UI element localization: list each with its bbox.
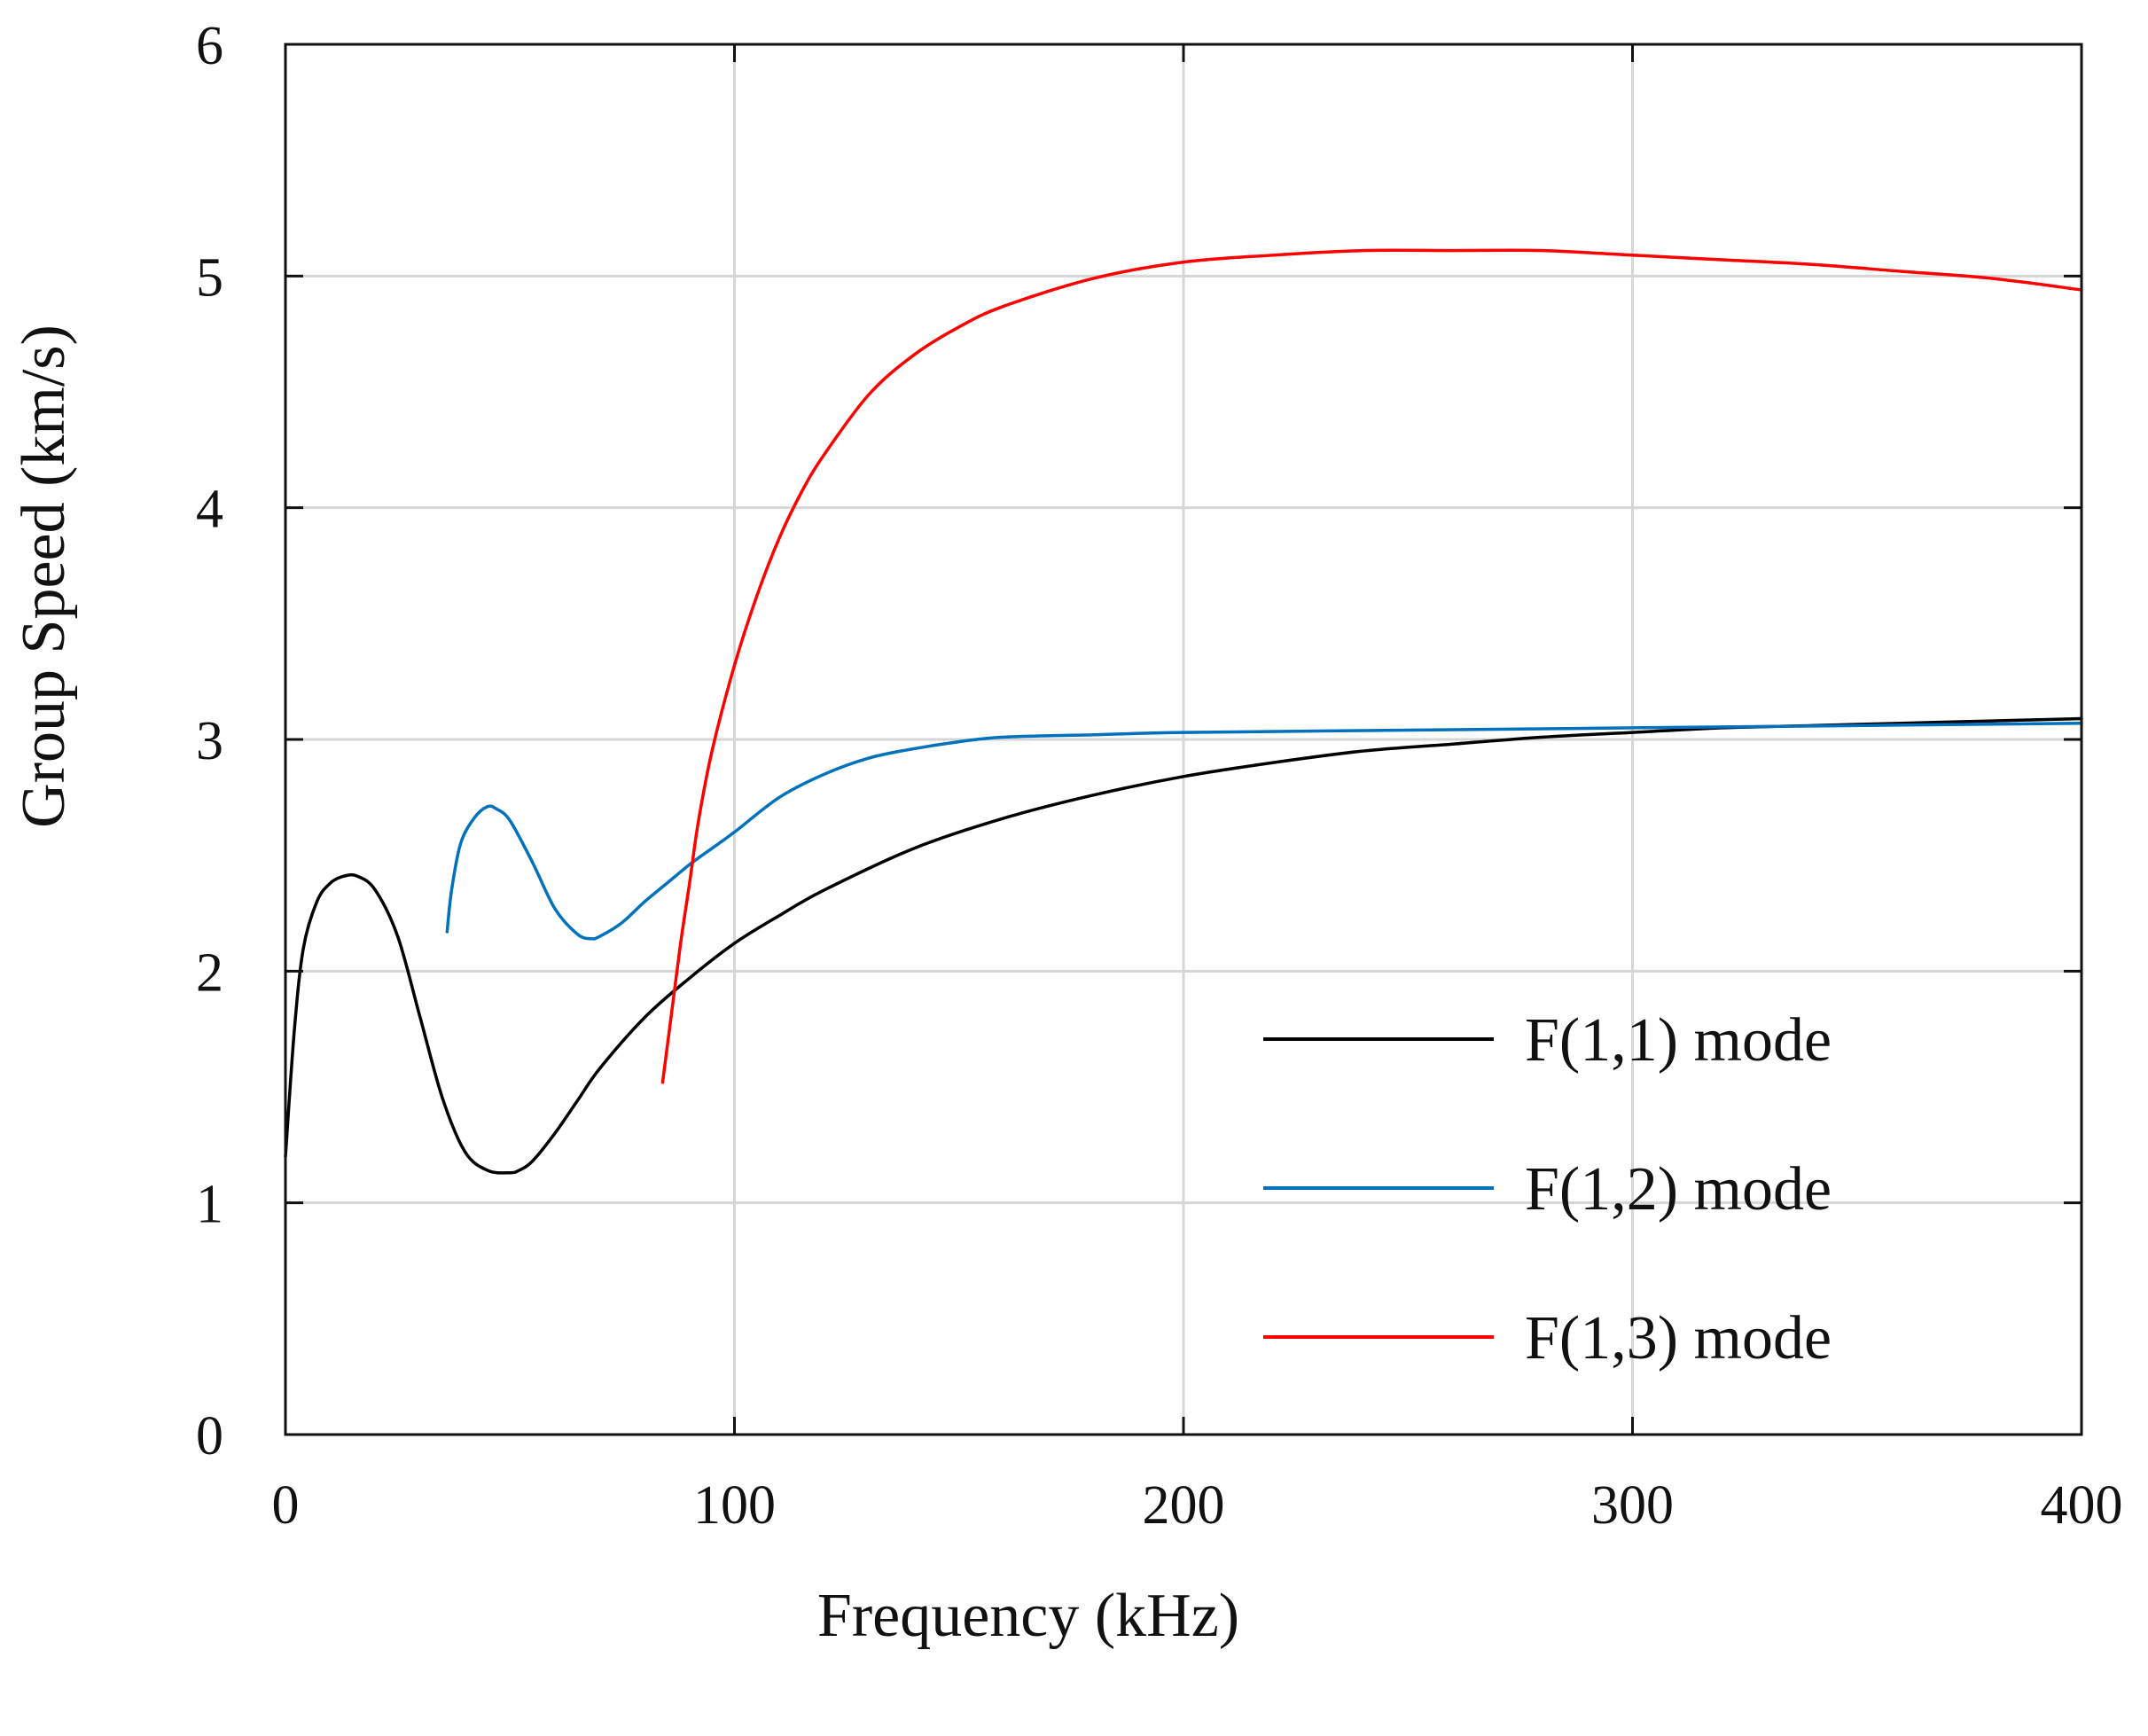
- series-line-1: [284, 716, 2083, 1175]
- y-tick-label: 3: [196, 711, 223, 771]
- legend-label-3: F(1,3) mode: [1525, 1304, 1832, 1372]
- y-axis-title: Group Speed (km/s): [10, 325, 78, 828]
- y-tick-label: 6: [196, 16, 223, 76]
- x-axis-title: Frequency (kHz): [817, 1582, 1239, 1650]
- y-tick-label: 2: [196, 942, 223, 1003]
- x-tick-label: 400: [2041, 1475, 2123, 1536]
- legend-label-2: F(1,2) mode: [1525, 1155, 1832, 1224]
- y-tick-label: 4: [196, 480, 223, 540]
- grid-lines: [285, 44, 2082, 1435]
- tick-labels: 0 100 200 300 400 0 1 2 3 4 5 6: [196, 16, 2123, 1536]
- x-tick-label: 200: [1143, 1475, 1225, 1536]
- legend: F(1,1) mode F(1,2) mode F(1,3) mode: [1263, 1006, 1832, 1372]
- series-line-3: [660, 248, 2083, 1084]
- x-tick-label: 300: [1591, 1475, 1674, 1536]
- series-lines: [284, 248, 2083, 1175]
- legend-label-1: F(1,1) mode: [1525, 1006, 1832, 1075]
- x-tick-label: 100: [693, 1475, 776, 1536]
- y-tick-label: 1: [196, 1175, 223, 1235]
- series-line-2: [445, 721, 2083, 941]
- y-tick-label: 0: [196, 1406, 223, 1466]
- x-tick-label: 0: [272, 1475, 300, 1536]
- axis-ticks: [284, 43, 2083, 1436]
- y-tick-label: 5: [196, 247, 223, 308]
